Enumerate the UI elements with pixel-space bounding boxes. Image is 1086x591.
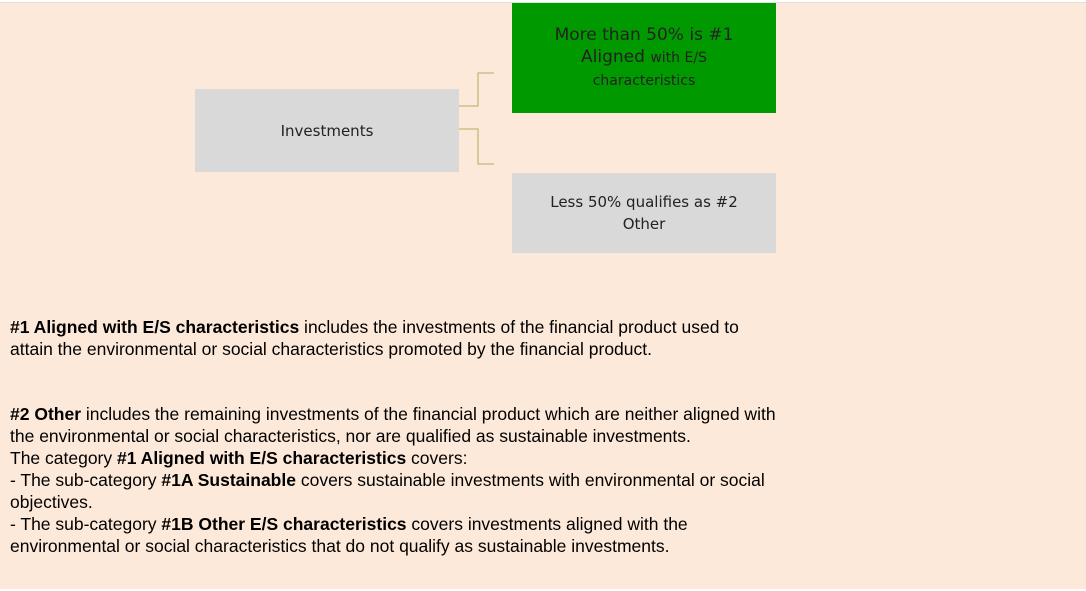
child-node: Less 50% qualifies as #2 Other xyxy=(512,173,776,253)
label-part: with E/S characteristics xyxy=(592,50,707,89)
text-line: the environmental or social characterist… xyxy=(10,425,776,447)
node-label: More than 50% is #1 Aligned with E/S cha… xyxy=(542,24,746,92)
connector xyxy=(459,72,494,165)
node-label: Less 50% qualifies as #2 Other xyxy=(550,193,738,233)
bold-run: #2 Other xyxy=(10,404,81,424)
text-line: #1 Aligned with E/S characteristics incl… xyxy=(10,316,739,338)
text-run: covers: xyxy=(406,448,468,468)
text-run: covers investments aligned with the xyxy=(406,514,688,534)
paragraph: #2 Other includes the remaining investme… xyxy=(10,403,776,557)
text-line: environmental or social characteristics … xyxy=(10,535,776,557)
bold-run: #1 Aligned with E/S characteristics xyxy=(10,317,300,337)
bold-run: #1B Other E/S characteristics xyxy=(161,514,407,534)
label-part: More than 50% is #1 Aligned xyxy=(554,25,734,67)
text-run: attain the environmental or social chara… xyxy=(10,339,652,359)
text-line: attain the environmental or social chara… xyxy=(10,338,739,360)
bold-run: #1 Aligned with E/S characteristics xyxy=(117,448,407,468)
text-line: - The sub-category #1A Sustainable cover… xyxy=(10,469,776,491)
text-run: - The sub-category xyxy=(10,470,162,490)
connector-top xyxy=(459,72,494,107)
child-node: More than 50% is #1 Aligned with E/S cha… xyxy=(512,3,776,113)
text-run: The category xyxy=(10,448,117,468)
text-line: - The sub-category #1B Other E/S charact… xyxy=(10,513,776,535)
text-run: the environmental or social characterist… xyxy=(10,426,691,446)
text-run: covers sustainable investments with envi… xyxy=(295,470,765,490)
connector-bottom xyxy=(459,128,494,165)
node-label: Investments xyxy=(280,121,374,140)
text-run: includes the remaining investments of th… xyxy=(81,404,776,424)
text-run: includes the investments of the financia… xyxy=(299,317,739,337)
text-run: - The sub-category xyxy=(10,514,162,534)
bold-run: #1A Sustainable xyxy=(161,470,296,490)
paragraph: #1 Aligned with E/S characteristics incl… xyxy=(10,316,739,360)
text-run: environmental or social characteristics … xyxy=(10,536,670,556)
text-run: objectives. xyxy=(10,492,93,512)
text-line: #2 Other includes the remaining investme… xyxy=(10,403,776,425)
root-node: Investments xyxy=(195,89,459,172)
text-line: objectives. xyxy=(10,491,776,513)
text-line: The category #1 Aligned with E/S charact… xyxy=(10,447,776,469)
